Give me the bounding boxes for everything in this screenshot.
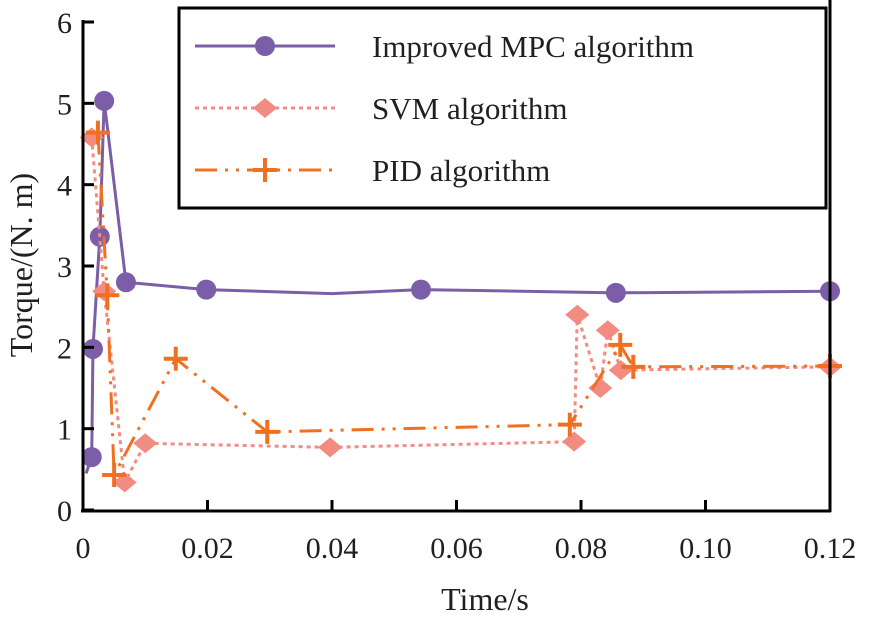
data-point-circle: [196, 279, 217, 300]
data-point-circle: [115, 272, 136, 293]
x-tick-label: 0.10: [679, 532, 732, 565]
x-tick-label: 0.06: [430, 532, 483, 565]
x-tick-label: 0: [76, 532, 91, 565]
data-point-diamond: [253, 98, 277, 118]
data-point-plus: [102, 463, 127, 488]
data-point-diamond: [562, 431, 587, 452]
data-point-circle: [81, 447, 102, 468]
y-tick-label: 4: [57, 170, 72, 203]
legend-label: Improved MPC algorithm: [372, 29, 694, 64]
data-point-diamond: [588, 378, 613, 398]
y-axis-label: Torque/(N. m): [3, 173, 39, 357]
x-tick-label: 0.02: [181, 532, 234, 565]
y-tick-label: 5: [57, 88, 72, 121]
data-point-plus: [255, 419, 280, 444]
y-tick-label: 1: [57, 414, 72, 447]
series-layer: [79, 90, 842, 493]
legend-label: PID algorithm: [372, 153, 550, 188]
data-point-plus: [608, 332, 633, 357]
data-point-diamond: [565, 304, 590, 325]
data-point-circle: [605, 282, 626, 303]
x-tick-label: 0.04: [306, 532, 359, 565]
data-point-plus: [621, 354, 646, 379]
data-point-plus: [85, 120, 110, 145]
legend: Improved MPC algorithm SVM algorithm PID a…: [195, 29, 694, 188]
ticks: 0 0.02 0.04 0.06 0.08 0.10 0.12 0 1 2 3 4 5 6: [57, 7, 856, 565]
y-tick-label: 6: [57, 7, 72, 40]
series-circle: [81, 90, 840, 474]
x-axis-label: Time/s: [441, 581, 529, 617]
data-point-plus: [253, 158, 277, 182]
data-point-circle: [411, 279, 432, 300]
x-tick-label: 0.12: [804, 532, 857, 565]
data-point-plus: [95, 283, 120, 308]
y-tick-label: 2: [57, 332, 72, 365]
data-point-diamond: [608, 360, 633, 381]
y-tick-label: 3: [57, 251, 72, 284]
y-tick-label: 0: [57, 495, 72, 528]
data-point-diamond: [133, 433, 158, 454]
data-point-circle: [82, 338, 103, 359]
data-point-diamond: [595, 320, 620, 341]
data-point-diamond: [318, 437, 343, 458]
data-point-plus: [557, 412, 582, 437]
data-point-circle: [255, 36, 275, 56]
legend-label: SVM algorithm: [372, 91, 567, 126]
data-point-circle: [94, 90, 115, 111]
data-point-diamond: [112, 472, 137, 493]
x-tick-label: 0.08: [555, 532, 608, 565]
data-point-plus: [163, 346, 188, 371]
series-plus: [85, 120, 842, 488]
